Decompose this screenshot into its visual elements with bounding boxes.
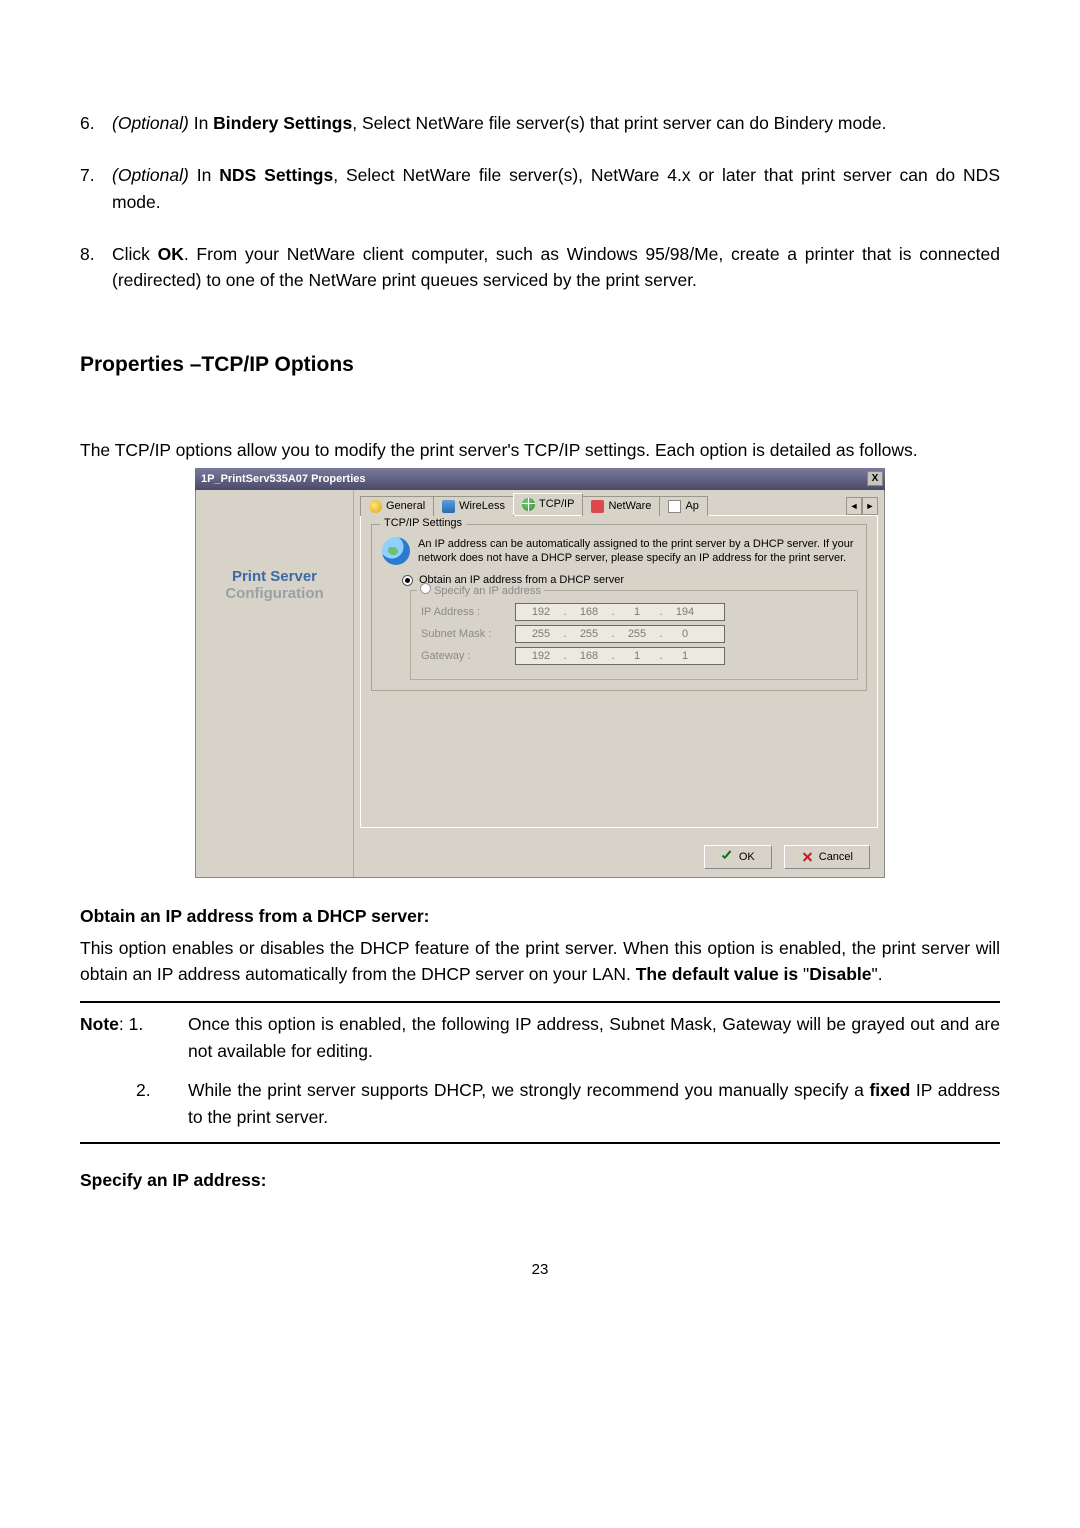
list-item-6: 6. (Optional) In Bindery Settings, Selec… [80,110,1000,136]
globe-icon [382,537,410,565]
general-icon [369,500,382,513]
note-block: Note: 1. Once this option is enabled, th… [80,1001,1000,1144]
note-1: Note: 1. Once this option is enabled, th… [80,1011,1000,1065]
tab-netware[interactable]: NetWare [582,496,660,516]
tab-tcpip[interactable]: TCP/IP [513,493,583,515]
tcpip-icon [522,498,535,511]
wireless-icon [442,500,455,513]
tab-wireless[interactable]: WireLess [433,496,514,516]
list-num: 6. [80,110,112,136]
list-body: (Optional) In Bindery Settings, Select N… [112,110,1000,136]
subnet-label: Subnet Mask : [421,628,515,640]
subnet-input[interactable]: 255. 255. 255. 0 [515,625,725,643]
radio-specify[interactable] [420,583,431,594]
close-button[interactable]: X [867,471,883,486]
dialog-body: Print Server Configuration General WireL… [195,490,885,878]
tab-scroll-left[interactable]: ◄ [846,497,862,515]
radio-specify-label: Specify an IP address [434,585,541,597]
gateway-label: Gateway : [421,650,515,662]
list-body: (Optional) In NDS Settings, Select NetWa… [112,162,1000,215]
intro-paragraph: The TCP/IP options allow you to modify t… [80,437,1000,463]
info-row: An IP address can be automatically assig… [382,537,858,567]
tab-scroll: ◄ ► [846,497,878,515]
note-1-body: Once this option is enabled, the followi… [188,1011,1000,1065]
specify-heading: Specify an IP address: [80,1170,1000,1191]
button-bar: OK Cancel [704,845,870,869]
note-2-num: 2. [136,1077,188,1131]
tab-appletalk[interactable]: Ap [659,496,707,516]
netware-icon [591,500,604,513]
x-icon [801,851,813,863]
list-num: 8. [80,241,112,294]
tab-strip: General WireLess TCP/IP NetWare Ap ◄ ► [360,494,878,516]
appletalk-icon [668,500,681,513]
section-heading: Properties –TCP/IP Options [80,353,1000,377]
gateway-input[interactable]: 192. 168. 1. 1 [515,647,725,665]
left-pane: Print Server Configuration [196,490,354,877]
properties-dialog: 1P_PrintServ535A07 Properties X Print Se… [195,468,885,878]
list-body: Click OK. From your NetWare client compu… [112,241,1000,294]
note-2-body: While the print server supports DHCP, we… [188,1077,1000,1131]
radio-dhcp[interactable] [402,575,413,586]
gateway-row: Gateway : 192. 168. 1. 1 [421,647,847,665]
left-label-line2: Configuration [196,585,353,602]
groupbox-title: TCP/IP Settings [380,517,466,529]
left-label-line1: Print Server [196,568,353,585]
check-icon [721,851,733,863]
ok-button[interactable]: OK [704,845,772,869]
page-number: 23 [80,1261,1000,1278]
obtain-paragraph: This option enables or disables the DHCP… [80,935,1000,988]
tab-scroll-right[interactable]: ► [862,497,878,515]
list-item-7: 7. (Optional) In NDS Settings, Select Ne… [80,162,1000,215]
tcpip-groupbox: TCP/IP Settings An IP address can be aut… [371,524,867,692]
radio-specify-row[interactable]: Specify an IP address [417,583,544,597]
note-2: 2. While the print server supports DHCP,… [80,1077,1000,1131]
ip-label: IP Address : [421,606,515,618]
right-pane: General WireLess TCP/IP NetWare Ap ◄ ► T… [354,490,884,877]
info-text: An IP address can be automatically assig… [418,537,858,567]
tab-general[interactable]: General [360,496,434,516]
ip-address-input[interactable]: 192. 168. 1. 194 [515,603,725,621]
list-num: 7. [80,162,112,215]
close-icon: X [872,473,879,484]
subnet-row: Subnet Mask : 255. 255. 255. 0 [421,625,847,643]
dialog-title: 1P_PrintServ535A07 Properties [201,473,867,485]
cancel-button[interactable]: Cancel [784,845,870,869]
specify-groupbox: Specify an IP address IP Address : 192. … [410,590,858,680]
note-label: Note: 1. [80,1011,188,1065]
ip-address-row: IP Address : 192. 168. 1. 194 [421,603,847,621]
dialog-titlebar: 1P_PrintServ535A07 Properties X [195,468,885,490]
tab-content: TCP/IP Settings An IP address can be aut… [360,516,878,828]
list-item-8: 8. Click OK. From your NetWare client co… [80,241,1000,294]
obtain-heading: Obtain an IP address from a DHCP server: [80,906,1000,927]
